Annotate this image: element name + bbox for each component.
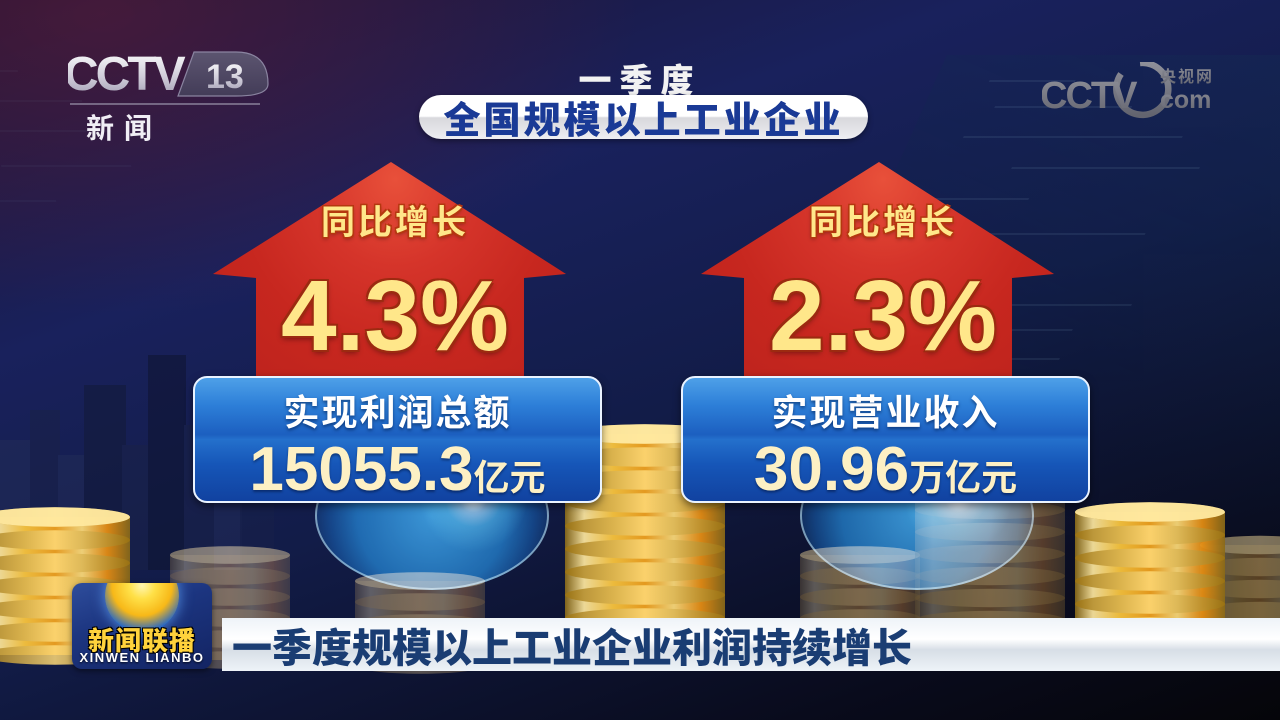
svg-text:新闻: 新闻 [86, 107, 162, 146]
